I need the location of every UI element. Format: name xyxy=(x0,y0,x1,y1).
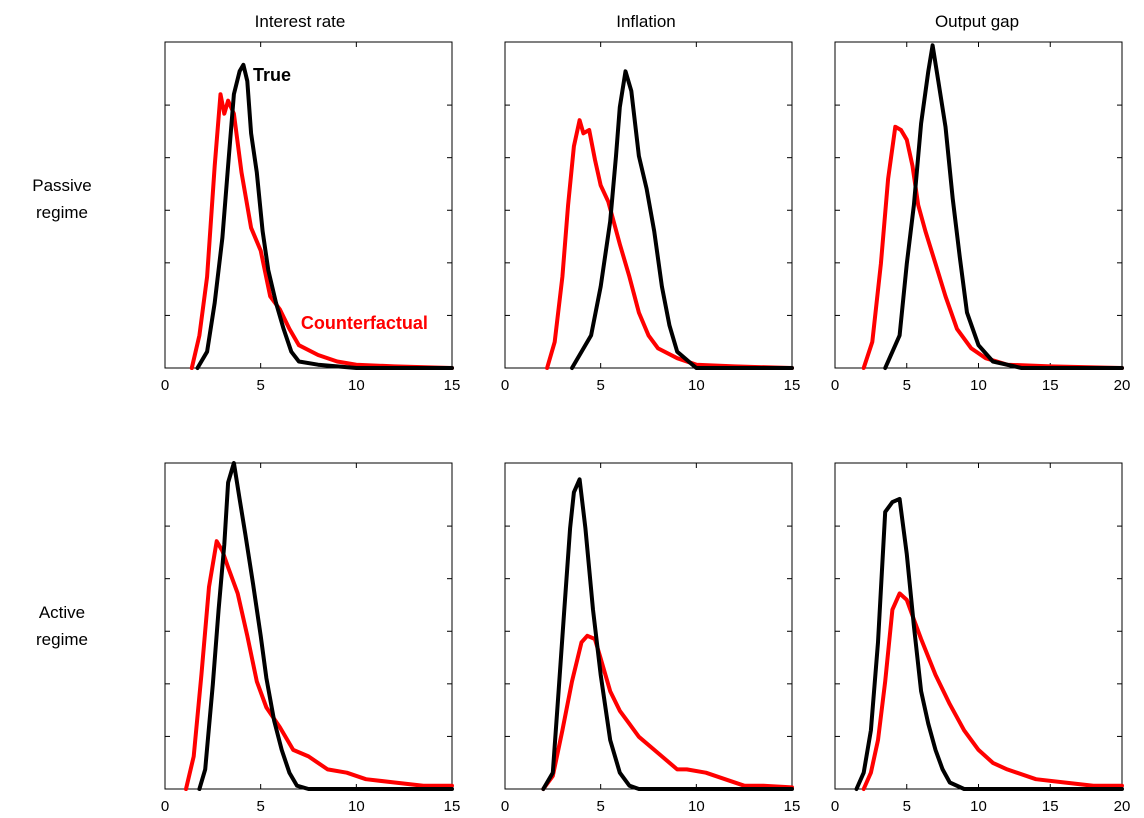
column-title-inflation: Inflation xyxy=(616,12,676,31)
x-tick-label: 0 xyxy=(161,377,169,394)
series-line-true xyxy=(570,69,794,370)
panel-0-1: 0 5 10 15 xyxy=(501,41,801,394)
x-tick-label: 5 xyxy=(596,377,604,394)
annotation-counterfactual: Counterfactual xyxy=(301,313,428,333)
x-tick-label: 10 xyxy=(348,377,365,394)
x-tick-label: 15 xyxy=(784,798,801,815)
series-line-true xyxy=(541,477,794,791)
x-tick-label: 15 xyxy=(444,798,461,815)
x-tick-label: 20 xyxy=(1114,377,1131,394)
x-tick-label: 5 xyxy=(256,377,264,394)
series-line-true xyxy=(197,461,454,791)
annotation-true: True xyxy=(253,65,291,85)
panels: 0 5 10 15 True Counterfactual 0 5 10 15 0 5 10 15 20 0 5… xyxy=(161,41,1131,815)
plot-frame xyxy=(834,41,1123,369)
row-label-passive-line1: Passive xyxy=(32,176,92,195)
series-line-true xyxy=(854,496,1124,791)
series-line-true xyxy=(195,62,454,370)
x-tick-label: 0 xyxy=(831,798,839,815)
panel-1-1: 0 5 10 15 xyxy=(501,462,801,815)
x-tick-label: 0 xyxy=(831,377,839,394)
x-tick-label: 15 xyxy=(1042,377,1059,394)
series-line-counterfactual xyxy=(545,118,794,370)
row-label-passive-line2: regime xyxy=(36,203,88,222)
x-tick-label: 0 xyxy=(161,798,169,815)
x-tick-label: 5 xyxy=(256,798,264,815)
x-tick-label: 5 xyxy=(903,377,911,394)
x-tick-label: 0 xyxy=(501,798,509,815)
plot-frame xyxy=(504,41,793,369)
panel-0-2: 0 5 10 15 20 xyxy=(831,41,1131,394)
series-line-counterfactual xyxy=(861,591,1124,791)
column-title-output-gap: Output gap xyxy=(935,12,1019,31)
panel-1-0: 0 5 10 15 xyxy=(161,461,461,815)
x-tick-label: 15 xyxy=(444,377,461,394)
x-tick-label: 10 xyxy=(688,377,705,394)
series-line-counterfactual xyxy=(189,92,454,370)
x-tick-label: 0 xyxy=(501,377,509,394)
x-tick-label: 10 xyxy=(688,798,705,815)
series-line-true xyxy=(883,43,1124,370)
panel-0-0: 0 5 10 15 True Counterfactual xyxy=(161,41,461,394)
plot-frame xyxy=(504,462,793,790)
row-label-active-line2: regime xyxy=(36,630,88,649)
series-line-counterfactual xyxy=(861,124,1124,370)
series-line-counterfactual xyxy=(541,633,794,791)
x-tick-label: 5 xyxy=(903,798,911,815)
panel-1-2: 0 5 10 15 20 xyxy=(831,462,1131,815)
x-tick-label: 5 xyxy=(596,798,604,815)
row-label-active-line1: Active xyxy=(39,603,85,622)
x-tick-label: 10 xyxy=(970,798,987,815)
x-tick-label: 10 xyxy=(970,377,987,394)
column-title-interest-rate: Interest rate xyxy=(255,12,346,31)
x-tick-label: 20 xyxy=(1114,798,1131,815)
x-tick-label: 15 xyxy=(784,377,801,394)
series-line-counterfactual xyxy=(184,539,454,791)
x-tick-label: 10 xyxy=(348,798,365,815)
x-tick-label: 15 xyxy=(1042,798,1059,815)
plot-frame xyxy=(164,41,453,369)
